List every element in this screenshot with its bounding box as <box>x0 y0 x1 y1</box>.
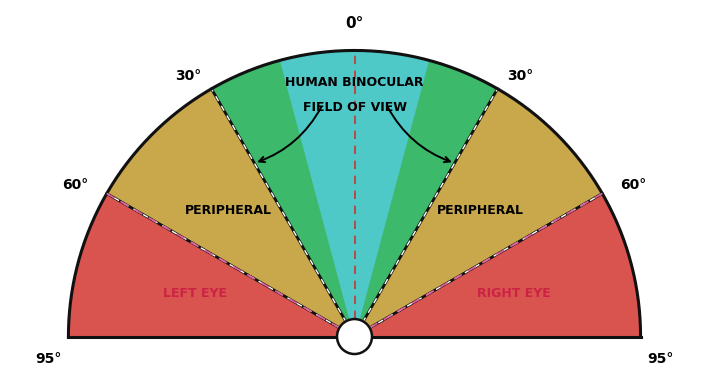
Polygon shape <box>68 194 340 337</box>
Text: LEFT EYE: LEFT EYE <box>163 287 227 300</box>
Circle shape <box>337 319 372 354</box>
Text: PERIPHERAL: PERIPHERAL <box>185 204 272 217</box>
Polygon shape <box>281 50 428 320</box>
Text: HUMAN BINOCULAR: HUMAN BINOCULAR <box>285 76 424 89</box>
Text: 95°: 95° <box>35 353 62 366</box>
Text: 30°: 30° <box>508 68 534 83</box>
Text: PERIPHERAL: PERIPHERAL <box>437 204 524 217</box>
Polygon shape <box>211 50 498 321</box>
Text: 30°: 30° <box>175 68 201 83</box>
Text: 60°: 60° <box>62 178 89 192</box>
Text: 0°: 0° <box>345 16 364 31</box>
Polygon shape <box>369 194 641 337</box>
Text: 95°: 95° <box>647 353 674 366</box>
Polygon shape <box>107 89 346 328</box>
Text: RIGHT EYE: RIGHT EYE <box>477 287 551 300</box>
Text: 60°: 60° <box>620 178 647 192</box>
Polygon shape <box>363 89 602 328</box>
Text: FIELD OF VIEW: FIELD OF VIEW <box>303 101 406 114</box>
